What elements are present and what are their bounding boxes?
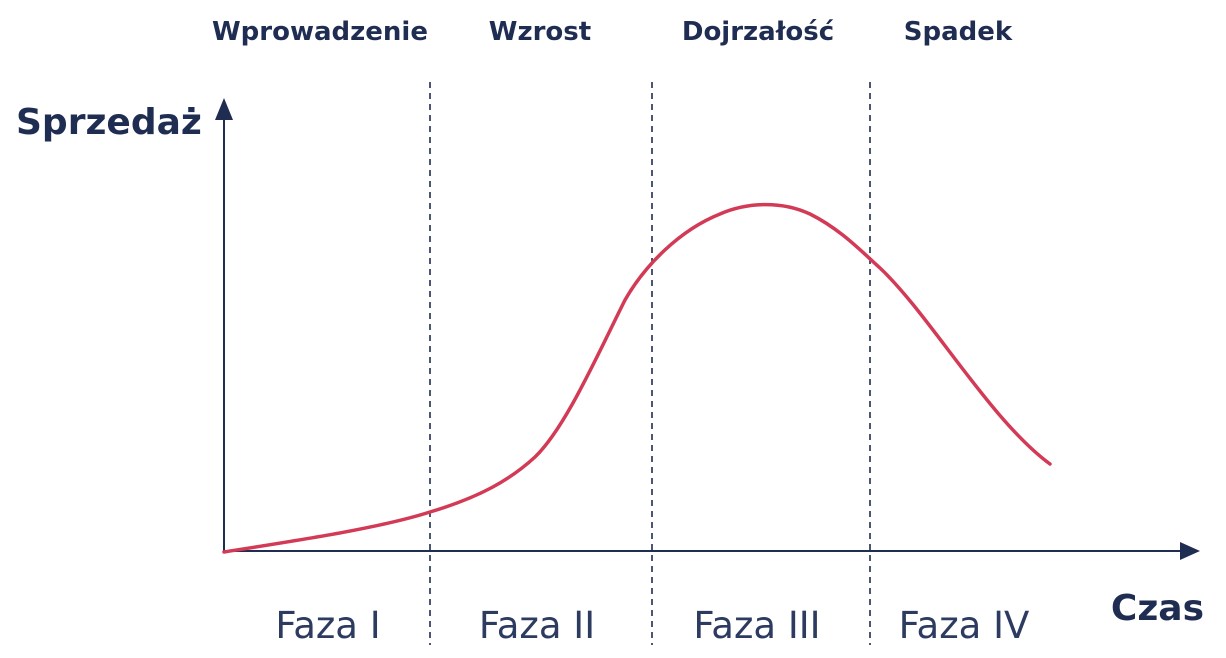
phase-label-3: Faza III — [693, 604, 820, 647]
x-axis-arrowhead — [1180, 542, 1200, 560]
stage-label-introduction: Wprowadzenie — [212, 17, 428, 47]
sales-curve — [222, 202, 1052, 554]
x-axis-title: Czas — [1111, 588, 1204, 629]
phase-label-2: Faza II — [479, 604, 595, 647]
phase-label-4: Faza IV — [899, 604, 1030, 647]
y-axis-arrowhead — [215, 98, 233, 120]
stage-label-decline: Spadek — [904, 17, 1013, 47]
stage-label-maturity: Dojrzałość — [682, 17, 834, 47]
phase-label-1: Faza I — [275, 604, 380, 647]
y-axis-title: Sprzedaż — [16, 102, 202, 143]
stage-label-growth: Wzrost — [489, 17, 591, 47]
